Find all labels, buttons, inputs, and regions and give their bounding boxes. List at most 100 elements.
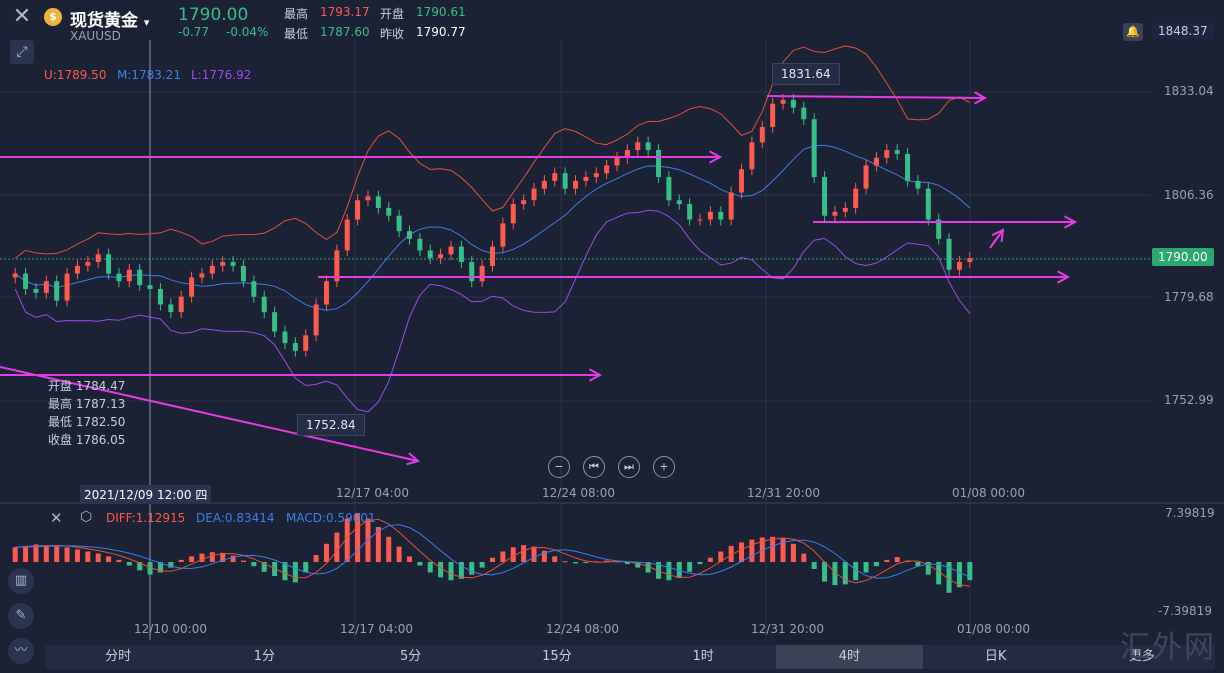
- macd-bar-66: [697, 562, 703, 565]
- candle-body-26: [282, 331, 288, 344]
- close-icon[interactable]: ✕: [12, 4, 32, 29]
- draw-tool-icon[interactable]: ⤢: [10, 40, 34, 64]
- price-change-pct: -0.04%: [226, 25, 269, 39]
- candle-body-12: [137, 269, 143, 286]
- candle-body-82: [863, 165, 869, 189]
- candle-body-15: [168, 304, 174, 313]
- candle-body-52: [552, 173, 558, 181]
- y-tick-2: 1779.68: [1164, 290, 1214, 304]
- tab-5m[interactable]: 5分: [337, 645, 484, 669]
- macd-bar-52: [552, 556, 558, 562]
- macd-diff-line: [15, 518, 970, 587]
- macd-bar-29: [313, 555, 319, 562]
- dropdown-arrow-icon[interactable]: ▾: [143, 16, 150, 29]
- candle-body-64: [676, 200, 682, 205]
- tab-more[interactable]: 更多: [1068, 645, 1215, 669]
- candle-body-72: [759, 126, 765, 143]
- bb-middle-label: M:1783.21: [117, 68, 182, 82]
- indicator-icon[interactable]: ▥: [8, 568, 34, 594]
- macd-bar-69: [728, 545, 734, 562]
- tab-fenshi[interactable]: 分时: [45, 645, 192, 669]
- settings-icon[interactable]: ⬡: [80, 509, 93, 525]
- max-price-tag: 1831.64: [772, 63, 840, 85]
- trend-arrowhead-0: [708, 150, 723, 164]
- macd-bar-72: [759, 537, 765, 562]
- macd-bar-51: [541, 550, 547, 562]
- tab-15m[interactable]: 15分: [483, 645, 630, 669]
- cursor-date-label: 2021/12/09 12:00 四: [80, 485, 212, 504]
- macd-bar-5: [64, 547, 70, 562]
- macd-bar-85: [894, 557, 900, 562]
- macd-bar-27: [292, 562, 298, 583]
- candle-body-6: [74, 265, 80, 274]
- candle-body-23: [251, 281, 257, 297]
- tab-daily[interactable]: 日K: [922, 645, 1069, 669]
- candle-body-70: [739, 169, 745, 193]
- instrument-title[interactable]: 现货黄金 ▾: [70, 6, 149, 31]
- price-change: -0.77: [178, 25, 210, 39]
- macd-bar-78: [822, 562, 828, 582]
- macd-bar-43: [458, 562, 464, 579]
- macd-bar-63: [666, 562, 672, 581]
- current-price-tag: 1790.00: [1152, 248, 1214, 266]
- bell-icon[interactable]: 🔔: [1123, 23, 1143, 41]
- macd-value-label: MACD:0.59001: [286, 511, 376, 525]
- macd-bar-20: [220, 552, 226, 562]
- candle-body-14: [157, 289, 163, 305]
- macd-bar-49: [521, 545, 527, 562]
- candle-body-60: [635, 142, 641, 151]
- open-label: 开盘: [380, 7, 405, 21]
- scroll-end-button[interactable]: ⏭: [618, 456, 640, 478]
- macd-bar-88: [925, 562, 931, 575]
- candle-body-41: [438, 254, 444, 259]
- macd-bar-3: [43, 545, 49, 562]
- candle-body-59: [624, 150, 630, 158]
- close-indicator-icon[interactable]: ✕: [50, 509, 63, 527]
- candle-body-78: [822, 177, 828, 216]
- macd-bar-91: [956, 562, 962, 588]
- macd-bar-38: [406, 556, 412, 562]
- candle-body-89: [936, 219, 942, 239]
- candle-body-43: [458, 246, 464, 262]
- gold-coin-icon: $: [44, 8, 62, 26]
- macd-bar-84: [884, 559, 890, 562]
- timeframe-tabs: 分时 1分 5分 15分 1时 4时 日K 更多: [45, 645, 1215, 669]
- candle-body-47: [500, 223, 506, 247]
- chart-type-icon[interactable]: 〰: [8, 638, 34, 664]
- candle-body-22: [240, 265, 246, 282]
- top-right-price: 1848.37: [1152, 23, 1214, 39]
- candle-body-81: [853, 188, 859, 208]
- trend-arrowhead-6: [991, 228, 1005, 243]
- pencil-icon[interactable]: ✎: [8, 603, 34, 629]
- candle-body-11: [126, 269, 132, 282]
- candle-body-86: [905, 153, 911, 181]
- candle-body-2: [33, 289, 39, 293]
- trend-arrowhead-3: [1056, 270, 1071, 284]
- bb-upper-line: [14, 45, 971, 259]
- candle-body-27: [292, 343, 298, 351]
- zoom-in-button[interactable]: +: [653, 456, 675, 478]
- tab-1h[interactable]: 1时: [630, 645, 777, 669]
- tab-4h[interactable]: 4时: [776, 645, 923, 669]
- macd-bar-4: [54, 546, 60, 562]
- macd-bar-44: [469, 562, 475, 575]
- macd-bar-14: [157, 562, 163, 573]
- bb-middle-line: [14, 144, 971, 311]
- candle-body-63: [666, 177, 672, 201]
- candle-body-29: [313, 304, 319, 336]
- candle-body-33: [355, 200, 361, 220]
- x-tick-1: 12/17 04:00: [336, 486, 409, 500]
- tab-1m[interactable]: 1分: [191, 645, 338, 669]
- y-tick-3: 1752.99: [1164, 393, 1214, 407]
- trend-arrow-6: [989, 229, 1004, 249]
- macd-bar-9: [106, 556, 112, 562]
- zoom-out-button[interactable]: −: [548, 456, 570, 478]
- x-tick-3: 12/31 20:00: [747, 486, 820, 500]
- scroll-start-button[interactable]: ⏮: [583, 456, 605, 478]
- candle-body-36: [386, 207, 392, 216]
- macd-bar-41: [438, 562, 444, 578]
- low-value: 1787.60: [320, 25, 370, 39]
- macd-bar-39: [417, 562, 423, 566]
- candle-body-16: [178, 296, 184, 313]
